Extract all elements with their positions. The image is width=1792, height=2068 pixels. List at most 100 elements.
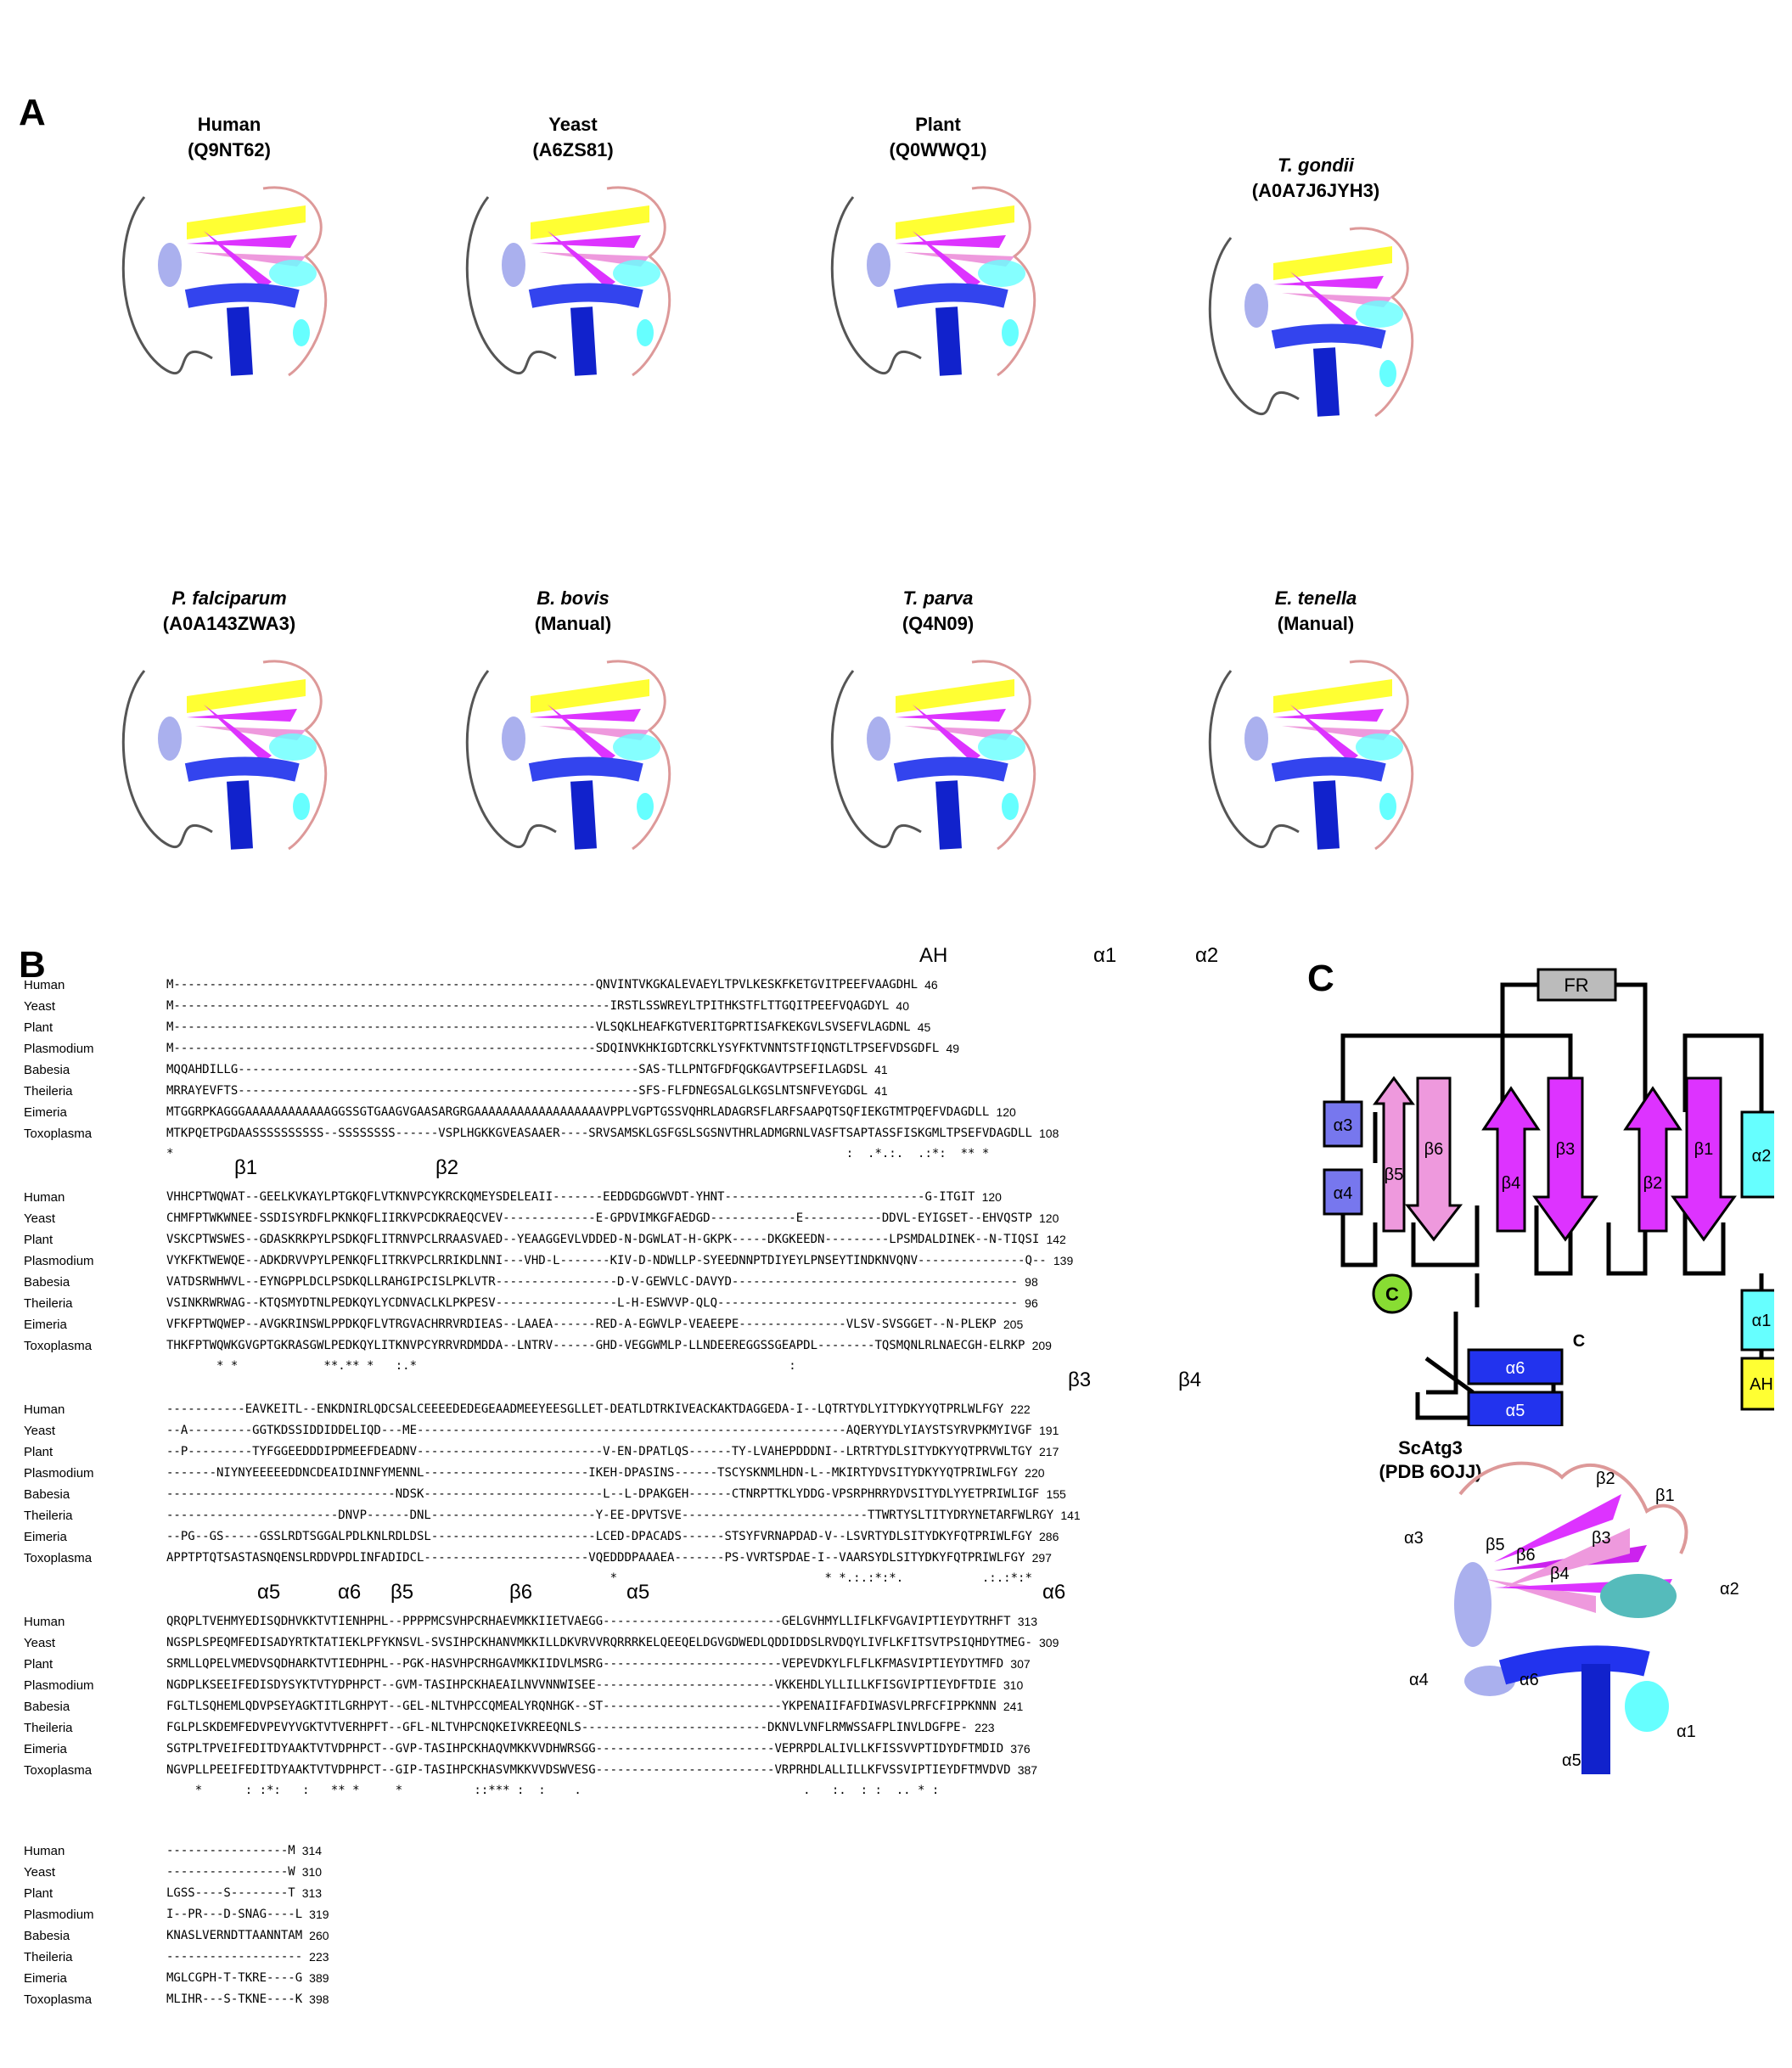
sequence-residues: VATDSRWHWVL--EYNGPPLDCLPSDKQLLRAHGIPCISL… [166,1275,1019,1289]
scatg3-label-a2: α2 [1720,1580,1739,1599]
sequence-name: Plasmodium [24,1466,94,1481]
scatg3-title: ScAtg3 (PDB 6OJJ) [1350,1436,1511,1484]
structure-element-0 [121,670,213,848]
sequence-name: Yeast [24,1636,55,1650]
ss-label: β2 [435,1156,459,1179]
ss-label: β3 [1068,1368,1092,1391]
topo-beta6: β6 [1424,1140,1444,1159]
sequence-position: 49 [946,1042,960,1055]
alignment-row: Plasmodium I--PR---D-SNAG----L 319 [24,1904,1289,1925]
sequence-position: 120 [996,1105,1016,1119]
alignment-row: Human VHHCPTWQWAT--GEELKVKAYLPTGKQFLVTKNV… [24,1187,1289,1208]
sequence-name: Babesia [24,1929,70,1943]
sequence-residues: VFKFPTWQWEP--AVGKRINSWLPPDKQFLVTRGVACHRR… [166,1318,997,1331]
alignment-row: Plant M----------------------------------… [24,1017,1289,1038]
sequence-position: 209 [1031,1339,1052,1352]
structure-label: Plant (Q0WWQ1) [794,112,1082,163]
structure-element-6 [613,733,660,761]
sequence-residues: VHHCPTWQWAT--GEELKVKAYLPTGKQFLVTKNVPCYKR… [166,1190,975,1204]
topo-n-terminus: N [1755,1425,1767,1426]
conservation-symbols: * * *.:.:*:*. .:.:*:* [166,1571,1032,1585]
topo-alpha5: α5 [1506,1402,1525,1420]
sequence-residues: M---------------------------------------… [166,978,918,992]
structure-element-2 [531,205,649,239]
ss-label: β4 [1178,1368,1202,1391]
structure-id: (Manual) [534,613,612,634]
structure-element-9 [1313,780,1340,850]
structure-cartoon [465,186,671,377]
structure-element-8 [893,756,1008,782]
sequence-name: Theileria [24,1950,73,1964]
structure-element-7 [158,243,182,287]
structure-species: Yeast [548,114,598,135]
structure-cartoon [465,660,671,851]
sequence-name: Plant [24,1233,53,1247]
structure-label: Yeast (A6ZS81) [429,112,717,163]
sequence-position: 108 [1039,1127,1059,1140]
structure-element-2 [896,679,1014,713]
sequence-position: 96 [1025,1296,1038,1310]
scatg3-label-a1: α1 [1677,1722,1696,1741]
sequence-position: 46 [924,978,938,992]
sequence-position: 313 [1017,1615,1038,1628]
alignment-row: Toxoplasma THKFPTWQWKGVGPTGKRASGWLPEDKQYL… [24,1335,1289,1357]
alignment-row: Eimeria --PG--GS-----GSSLRDTSGGALPDLKNLRD… [24,1526,1289,1548]
structure-label: Human (Q9NT62) [85,112,374,163]
sequence-residues: VSKCPTWSWES--GDASKRKPYLPSDKQFLITRNVPCLRR… [166,1233,1040,1246]
structure-element-9 [570,306,597,376]
sequence-position: 41 [874,1084,888,1098]
structure-element-7 [1244,716,1268,761]
sequence-residues: M---------------------------------------… [166,1042,940,1055]
sequence-residues: FGLTLSQHEMLQDVPSEYAGKTITLGRHPYT--GEL-NLT… [166,1700,997,1713]
sequence-name: Babesia [24,1275,70,1290]
structure-element-3 [896,709,1006,722]
ss-label: α1 [1093,944,1117,967]
structure-element-2 [187,205,306,239]
sequence-name: Toxoplasma [24,1551,93,1565]
alignment-block-1: β1 β2 Human VHHCPTWQWAT--GEELKVKAYLPTGKQFLV… [24,1156,1289,1375]
alignment-row: Yeast -----------------W 310 [24,1862,1289,1883]
alignment-row: Yeast --A---------GGTKDSSIDDIDDELIQD---ME… [24,1420,1289,1441]
topo-beta1: β1 [1694,1140,1714,1159]
alignment-row: Plant --P---------TYFGGEEDDDIPDMEEFDEADNV… [24,1441,1289,1463]
sequence-position: 220 [1025,1466,1045,1480]
sequence-residues: MRRAYEVFTS------------------------------… [166,1084,868,1098]
alignment-row: Plasmodium NGDPLKSEEIFEDISDYSYKTVTYDPHPCT… [24,1675,1289,1696]
conservation-row: * * *.:.:*:*. .:.:*:* [24,1569,1289,1588]
sequence-position: 286 [1039,1530,1059,1543]
scatg3-label-b6: β6 [1516,1546,1536,1565]
sequence-name: Babesia [24,1063,70,1077]
sequence-name: Eimeria [24,1318,67,1332]
structure-element-8 [528,756,643,782]
structure-element-6 [269,733,317,761]
sequence-name: Human [24,978,65,992]
sequence-residues: NGDPLKSEEIFEDISDYSYKTVTYDPHPCT--GVM-TASI… [166,1678,997,1692]
sequence-name: Human [24,1402,65,1417]
sequence-name: Eimeria [24,1742,67,1756]
scatg3-structure: β2 β1 α3 β5 β6 β3 α2 β4 α4 α6 α5 α1 [1404,1461,1739,1774]
sequence-residues: VYKFKTWEWQE--ADKDRVVPYLPENKQFLITRKVPCLRR… [166,1254,1047,1267]
sequence-name: Plasmodium [24,1678,94,1693]
structure-species: Human [197,114,261,135]
sequence-name: Toxoplasma [24,1992,93,2007]
scatg3-title-line2: (PDB 6OJJ) [1379,1461,1482,1482]
sequence-residues: SGTPLTPVEIFEDITDYAAKTVTVDPHPCT--GVP-TASI… [166,1742,1004,1756]
sequence-position: 310 [1003,1678,1024,1692]
structure-element-6 [978,260,1025,287]
structure-label: T. gondii (A0A7J6JYH3) [1171,153,1460,204]
sequence-name: Eimeria [24,1530,67,1544]
topo-beta5: β5 [1385,1166,1404,1184]
structure-species: P. falciparum [171,587,287,609]
structure-id: (Q0WWQ1) [889,139,987,160]
sequence-residues: SRMLLQPELVMEDVSQDHARKTVTIEDHPHL--PGK-HAS… [166,1657,1004,1671]
sequence-residues: ------------------------DNVP------DNL---… [166,1509,1054,1522]
structure-element-3 [531,235,641,248]
alignment-row: Babesia KNASLVERNDTTAANNTAM 260 [24,1925,1289,1947]
topo-ah: AH [1750,1375,1773,1394]
scatg3-label-b2: β2 [1596,1470,1615,1488]
sequence-name: Yeast [24,1211,55,1226]
structure-3: T. gondii (A0A7J6JYH3) [1171,153,1460,458]
sequence-position: 376 [1010,1742,1031,1756]
sequence-position: 155 [1046,1487,1066,1501]
alignment-row: Theileria MRRAYEVFTS---------------------… [24,1081,1289,1102]
